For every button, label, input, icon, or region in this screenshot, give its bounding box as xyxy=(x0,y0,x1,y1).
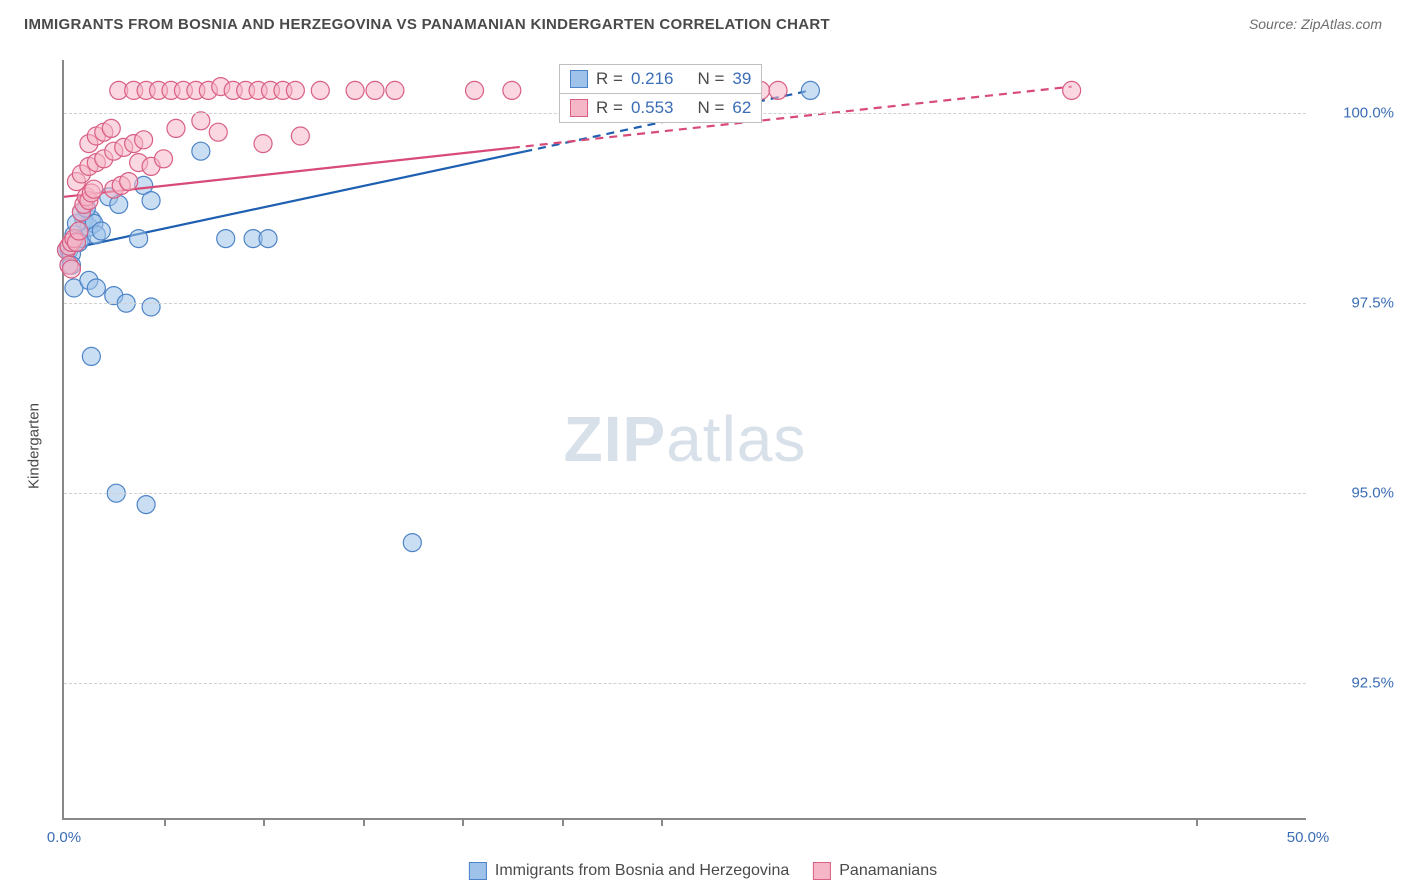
scatter-point-bosnia xyxy=(82,347,100,365)
scatter-point-bosnia xyxy=(142,192,160,210)
scatter-point-panama xyxy=(135,131,153,149)
scatter-point-panama xyxy=(209,123,227,141)
y-tick-label: 92.5% xyxy=(1324,675,1394,692)
legend-n-label: N = xyxy=(697,98,724,118)
gridline-h xyxy=(64,303,1306,304)
legend-swatch-panama xyxy=(813,862,831,880)
legend-swatch-bosnia xyxy=(469,862,487,880)
plot-area: ZIPatlas 92.5%95.0%97.5%100.0%0.0%50.0% xyxy=(62,60,1306,820)
scatter-point-panama xyxy=(70,222,88,240)
scatter-point-panama xyxy=(291,127,309,145)
scatter-point-bosnia xyxy=(137,496,155,514)
y-tick-label: 97.5% xyxy=(1324,295,1394,312)
scatter-point-bosnia xyxy=(87,279,105,297)
gridline-h xyxy=(64,683,1306,684)
scatter-point-bosnia xyxy=(192,142,210,160)
scatter-point-panama xyxy=(366,81,384,99)
scatter-point-panama xyxy=(346,81,364,99)
scatter-point-panama xyxy=(155,150,173,168)
bottom-legend-item-panama: Panamanians xyxy=(813,862,937,880)
legend-swatch-bosnia xyxy=(570,70,588,88)
source-attribution: Source: ZipAtlas.com xyxy=(1249,16,1382,32)
x-tick xyxy=(263,818,265,826)
scatter-point-bosnia xyxy=(130,230,148,248)
scatter-point-panama xyxy=(120,173,138,191)
scatter-point-bosnia xyxy=(259,230,277,248)
scatter-point-panama xyxy=(62,260,80,278)
x-tick xyxy=(1196,818,1198,826)
bottom-legend-item-bosnia: Immigrants from Bosnia and Herzegovina xyxy=(469,862,789,880)
x-tick xyxy=(562,818,564,826)
legend-r-label: R = xyxy=(596,69,623,89)
scatter-point-panama xyxy=(85,180,103,198)
x-tick-label: 0.0% xyxy=(47,829,81,846)
legend-r-value: 0.216 xyxy=(631,69,674,89)
x-tick-label: 50.0% xyxy=(1287,829,1330,846)
legend-stats-row-1: R = 0.216 N = 39 xyxy=(559,64,762,94)
y-tick-label: 100.0% xyxy=(1324,105,1394,122)
chart-svg xyxy=(64,60,1306,818)
scatter-point-panama xyxy=(386,81,404,99)
scatter-point-bosnia xyxy=(801,81,819,99)
legend-r-label: R = xyxy=(596,98,623,118)
legend-n-value: 62 xyxy=(732,98,751,118)
gridline-h xyxy=(64,493,1306,494)
scatter-point-bosnia xyxy=(92,222,110,240)
scatter-point-panama xyxy=(102,119,120,137)
bottom-legend-label: Panamanians xyxy=(839,862,937,880)
scatter-point-panama xyxy=(769,81,787,99)
bottom-legend: Immigrants from Bosnia and Herzegovina P… xyxy=(469,862,937,880)
scatter-point-panama xyxy=(254,135,272,153)
x-tick xyxy=(164,818,166,826)
scatter-point-bosnia xyxy=(217,230,235,248)
legend-r-value: 0.553 xyxy=(631,98,674,118)
scatter-point-panama xyxy=(311,81,329,99)
x-tick xyxy=(462,818,464,826)
bottom-legend-label: Immigrants from Bosnia and Herzegovina xyxy=(495,862,789,880)
legend-n-label: N = xyxy=(697,69,724,89)
scatter-point-panama xyxy=(167,119,185,137)
scatter-point-panama xyxy=(466,81,484,99)
legend-swatch-panama xyxy=(570,99,588,117)
x-tick xyxy=(661,818,663,826)
y-axis-label: Kindergarten xyxy=(26,403,43,489)
legend-stats-row-2: R = 0.553 N = 62 xyxy=(559,93,762,123)
scatter-point-bosnia xyxy=(142,298,160,316)
x-tick xyxy=(363,818,365,826)
scatter-point-panama xyxy=(192,112,210,130)
scatter-point-panama xyxy=(503,81,521,99)
legend-n-value: 39 xyxy=(732,69,751,89)
scatter-point-panama xyxy=(286,81,304,99)
scatter-point-bosnia xyxy=(403,534,421,552)
chart-title: IMMIGRANTS FROM BOSNIA AND HERZEGOVINA V… xyxy=(24,16,830,33)
scatter-point-panama xyxy=(1063,81,1081,99)
y-tick-label: 95.0% xyxy=(1324,485,1394,502)
